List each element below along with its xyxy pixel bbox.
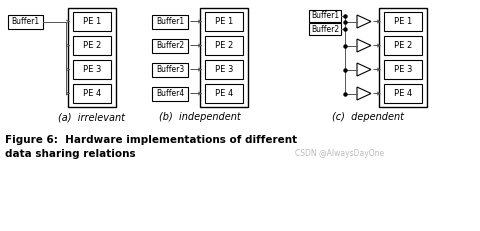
Text: PE 4: PE 4 <box>215 89 233 98</box>
Bar <box>379 8 427 107</box>
Bar <box>205 60 243 79</box>
Bar <box>152 39 188 52</box>
Bar <box>205 12 243 31</box>
Bar <box>309 10 341 22</box>
Text: PE 1: PE 1 <box>215 17 233 26</box>
Text: CSDN @AlwaysDayOne: CSDN @AlwaysDayOne <box>295 149 384 158</box>
Text: Buffer1: Buffer1 <box>311 12 339 21</box>
Text: Buffer4: Buffer4 <box>156 89 184 98</box>
Bar <box>68 8 116 107</box>
Bar <box>152 15 188 28</box>
Bar <box>73 84 111 103</box>
Text: Buffer2: Buffer2 <box>156 41 184 50</box>
Text: PE 4: PE 4 <box>394 89 412 98</box>
Text: PE 2: PE 2 <box>394 41 412 50</box>
Bar <box>205 84 243 103</box>
Text: (b)  independent: (b) independent <box>159 112 241 122</box>
Text: Buffer2: Buffer2 <box>311 24 339 33</box>
Text: PE 2: PE 2 <box>215 41 233 50</box>
Text: (c)  dependent: (c) dependent <box>332 112 404 122</box>
Bar <box>384 36 422 55</box>
Text: Buffer1: Buffer1 <box>156 17 184 26</box>
Text: PE 3: PE 3 <box>215 65 233 74</box>
Text: Buffer1: Buffer1 <box>12 17 39 26</box>
Text: Figure 6:  Hardware implementations of different
data sharing relations: Figure 6: Hardware implementations of di… <box>5 135 297 159</box>
Bar <box>73 36 111 55</box>
Text: PE 1: PE 1 <box>394 17 412 26</box>
Bar <box>309 23 341 35</box>
Text: PE 2: PE 2 <box>83 41 101 50</box>
Text: Buffer3: Buffer3 <box>156 65 184 74</box>
Bar <box>384 12 422 31</box>
Bar <box>73 60 111 79</box>
Bar <box>200 8 248 107</box>
Bar <box>8 15 43 28</box>
Bar <box>152 63 188 76</box>
Bar <box>205 36 243 55</box>
Bar <box>384 60 422 79</box>
Text: PE 3: PE 3 <box>83 65 101 74</box>
Bar <box>384 84 422 103</box>
Text: PE 4: PE 4 <box>83 89 101 98</box>
Text: (a)  irrelevant: (a) irrelevant <box>59 112 125 122</box>
Bar <box>152 86 188 100</box>
Text: PE 1: PE 1 <box>83 17 101 26</box>
Bar <box>73 12 111 31</box>
Text: PE 3: PE 3 <box>394 65 412 74</box>
